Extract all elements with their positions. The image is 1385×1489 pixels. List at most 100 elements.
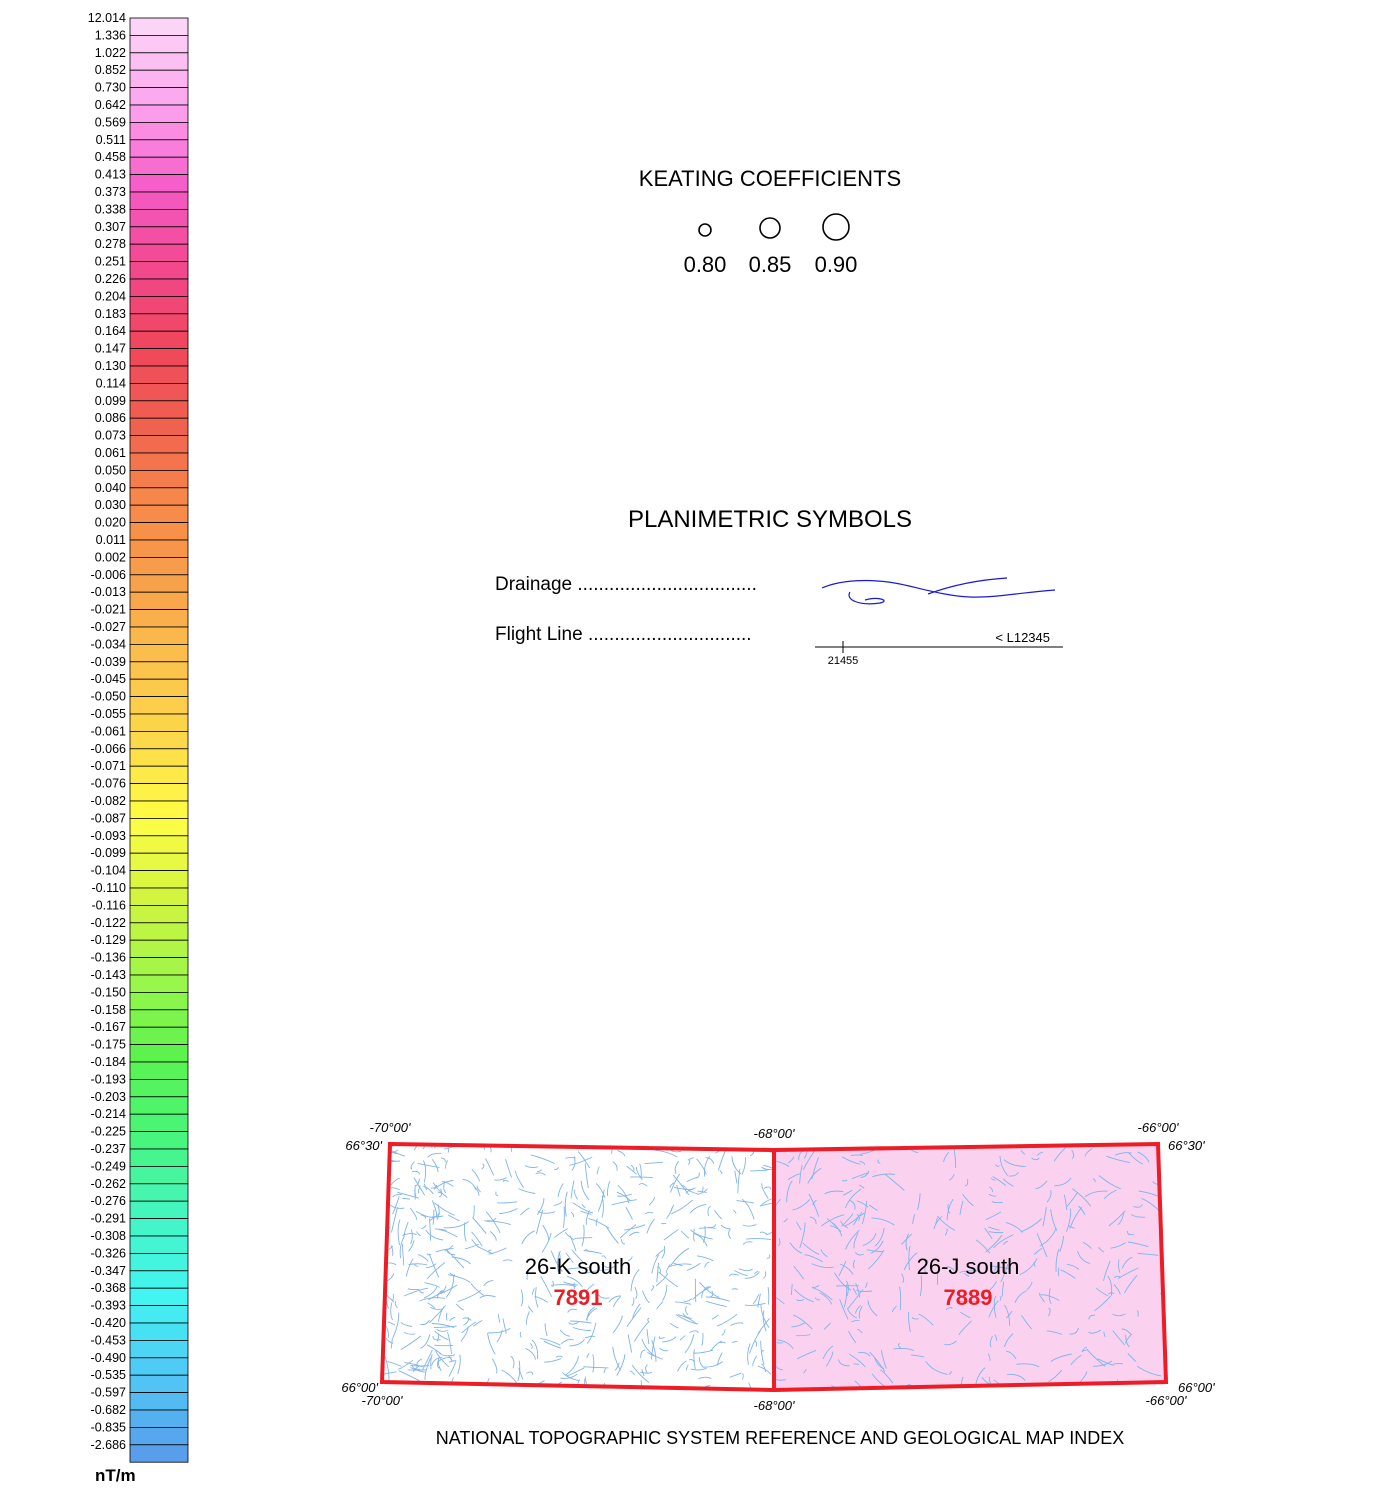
drainage-contour [844,1188,862,1209]
drainage-contour [799,1165,803,1184]
color-scale-swatch [129,1322,189,1341]
color-scale-swatch [129,1253,189,1272]
drainage-contour [426,1253,432,1256]
color-scale-label: -0.071 [91,759,126,773]
drainage-contour [485,1211,501,1234]
drainage-contour [720,1224,731,1230]
drainage-contour [762,1310,767,1332]
drainage-contour [574,1189,578,1200]
drainage-contour [655,1273,669,1287]
drainage-contour [762,1271,767,1279]
drainage-contour [988,1231,1004,1234]
drainage-contour [392,1193,403,1198]
drainage-contour [471,1231,483,1247]
drainage-contour [924,1259,929,1274]
color-scale-swatch [129,557,189,576]
color-scale-label: -0.167 [91,1020,126,1034]
drainage-contour [521,1230,535,1245]
drainage-contour [1008,1172,1019,1177]
drainage-contour [821,1214,845,1227]
drainage-contour [744,1271,760,1279]
drainage-contour [554,1166,559,1171]
color-scale-swatch [129,348,189,367]
drainage-contour [455,1303,464,1311]
color-scale-swatch [129,1357,189,1376]
drainage-contour [880,1350,887,1369]
drainage-contour [682,1313,692,1319]
drainage-contour [1020,1150,1026,1155]
drainage-contour [855,1282,861,1298]
drainage-contour [792,1199,811,1211]
drainage-contour [992,1176,1007,1186]
drainage-contour [811,1285,820,1289]
drainage-contour [985,1211,1002,1221]
drainage-contour [1082,1241,1092,1249]
color-scale-swatch [129,313,189,332]
drainage-symbol [821,579,1056,598]
drainage-contour [710,1290,714,1298]
color-scale-swatch [129,226,189,245]
drainage-contour [893,1347,914,1352]
color-scale-label: -0.143 [91,968,126,982]
drainage-contour [487,1332,496,1355]
color-scale-swatch [129,139,189,158]
drainage-contour [763,1186,772,1190]
drainage-contour [528,1305,534,1313]
drainage-contour [841,1213,854,1227]
color-scale-label: 12.014 [88,12,126,25]
drainage-contour [1031,1157,1040,1161]
coord-label: 66°30' [1168,1138,1205,1153]
drainage-contour [732,1209,737,1214]
drainage-contour [892,1305,897,1313]
drainage-contour [734,1270,748,1277]
drainage-contour [669,1182,675,1189]
drainage-contour [830,1225,842,1232]
drainage-contour [693,1349,696,1370]
drainage-contour [1103,1189,1117,1200]
drainage-contour [410,1367,426,1373]
color-scale-swatch [129,870,189,889]
drainage-contour [634,1287,638,1299]
drainage-contour [462,1317,472,1321]
drainage-contour [849,1353,866,1368]
drainage-contour [464,1243,480,1250]
color-scale-swatch [129,504,189,524]
drainage-contour [730,1322,744,1326]
drainage-contour [477,1246,494,1255]
color-scale-swatch [129,278,189,297]
drainage-contour [674,1160,680,1174]
drainage-contour [541,1232,552,1253]
drainage-contour [384,1356,390,1381]
keating-value: 0.90 [815,252,858,277]
color-scale-label: -0.276 [91,1194,126,1208]
color-scale-swatch [129,1026,189,1046]
drainage-contour [400,1335,422,1351]
drainage-contour [759,1201,774,1207]
drainage-contour [626,1307,642,1327]
drainage-contour [569,1156,593,1166]
drainage-contour [436,1328,449,1332]
drainage-contour [853,1216,859,1226]
drainage-contour [1121,1256,1133,1269]
drainage-contour [540,1338,561,1346]
drainage-contour [692,1286,712,1300]
color-scale-label: -0.061 [91,724,126,738]
drainage-contour [419,1290,425,1294]
color-scale-swatch [129,1409,189,1428]
drainage-contour [424,1357,432,1381]
drainage-contour [518,1367,524,1380]
drainage-contour [584,1335,596,1339]
color-scale-label: -0.535 [91,1368,126,1382]
drainage-contour [1124,1274,1138,1294]
drainage-contour [999,1296,1002,1301]
color-scale-label: 0.061 [95,446,126,460]
drainage-contour [757,1365,772,1375]
color-scale-label: -0.013 [91,585,126,599]
drainage-contour [824,1190,844,1195]
color-scale-label: -0.597 [91,1386,126,1400]
drainage-contour [1084,1148,1093,1157]
drainage-contour [571,1249,586,1265]
color-scale-label: -0.682 [91,1403,126,1417]
drainage-contour [856,1289,873,1293]
drainage-contour [417,1162,440,1168]
